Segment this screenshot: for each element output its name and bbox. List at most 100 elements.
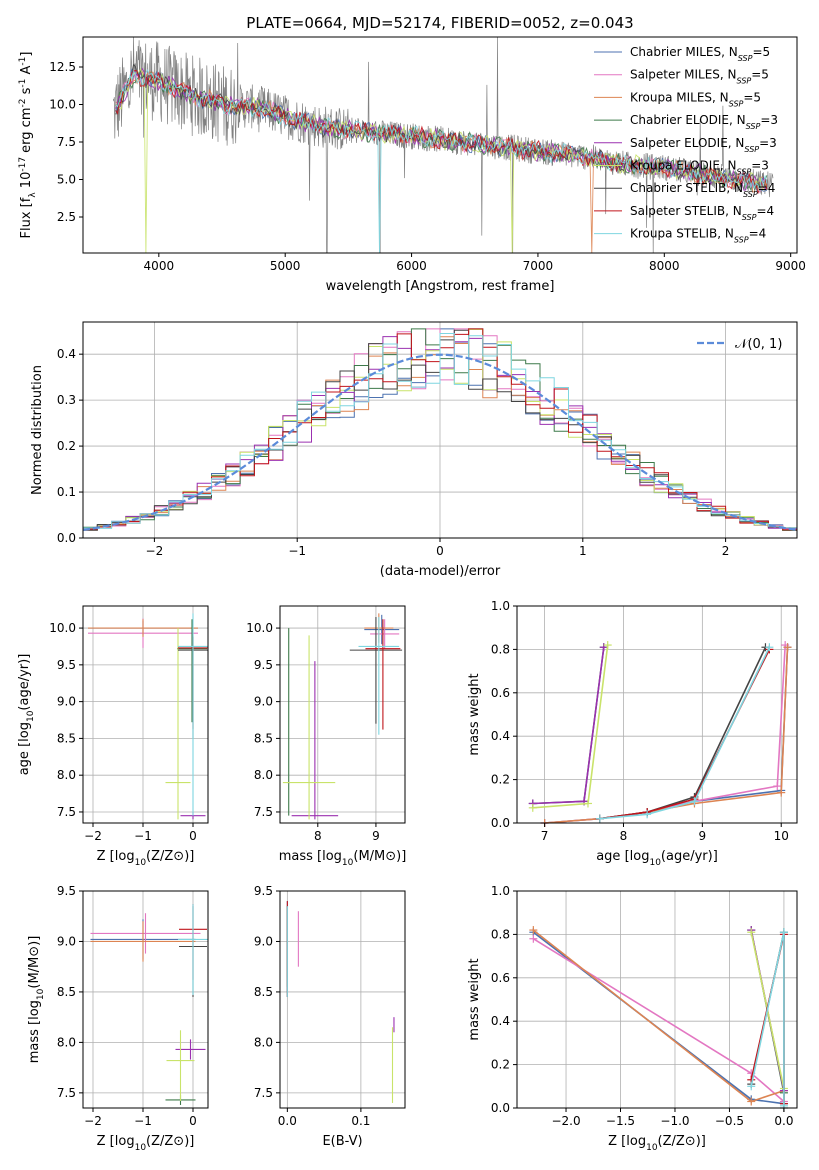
y-tick-label: 0.1 — [57, 485, 76, 499]
label-part: log — [630, 849, 650, 864]
label-part: (age/yr)] — [661, 849, 718, 864]
x-axis-label: mass [log10(M/M⊙)] — [279, 849, 407, 868]
y-tick-label: 0.0 — [491, 816, 510, 830]
legend-text: Chabrier MILES, N — [630, 45, 738, 59]
legend-text: Salpeter ELODIE, N — [630, 136, 744, 150]
mass-weight-line — [532, 647, 605, 805]
legend-subscript: SSP — [729, 99, 744, 108]
y-tick-label: 8.0 — [254, 1035, 273, 1049]
x-tick-label: 9000 — [775, 259, 806, 273]
y-axis-label: Flux [fλ 10-17 erg cm-2 s-1 A-1] — [18, 52, 38, 239]
y-tick-label: 10.0 — [49, 621, 76, 635]
y-tick-label: 0.6 — [491, 686, 510, 700]
legend-label: Chabrier ELODIE, NSSP=3 — [630, 113, 778, 131]
legend-suffix: =4 — [756, 204, 774, 218]
label-part: mass [ — [279, 849, 322, 864]
y-tick-label: 9.5 — [57, 884, 76, 898]
legend-text: Kroupa STELIB, N — [630, 227, 734, 241]
x-tick-label: 0 — [189, 829, 197, 843]
label-part: log — [17, 722, 32, 742]
y-tick-label: 8.0 — [57, 1035, 76, 1049]
y-tick-label: 7.5 — [254, 805, 273, 819]
label-part: 10 — [342, 858, 354, 868]
x-tick-label: 4000 — [144, 259, 175, 273]
y-axis-label: Normed distribution — [30, 365, 45, 495]
label-part: (Z/Z⊙)] — [658, 1134, 706, 1149]
label-part: mass [ — [27, 1020, 42, 1063]
legend-suffix: =3 — [751, 159, 769, 173]
label-part: (data-model)/error — [380, 564, 501, 579]
y-axis-label: mass [log10(M/M⊙)] — [27, 936, 46, 1064]
label-part: -17 — [18, 157, 28, 172]
label-part: log — [27, 1000, 42, 1020]
axes-frame — [279, 890, 406, 1109]
y-tick-label: 8.5 — [254, 731, 273, 745]
legend-suffix: =5 — [752, 45, 770, 59]
label-part: 10 — [26, 710, 36, 722]
label-part: erg cm — [19, 107, 34, 156]
legend-text: Kroupa MILES, N — [630, 90, 729, 104]
label-part: log — [626, 1134, 646, 1149]
legend-subscript: SSP — [744, 144, 759, 153]
legend-subscript: SSP — [737, 76, 752, 85]
legend-suffix: =4 — [749, 227, 767, 241]
x-tick-label: −0.5 — [715, 1114, 744, 1128]
x-tick-label: 7000 — [523, 259, 554, 273]
x-tick-label: −1.5 — [606, 1114, 635, 1128]
legend-text: Chabrier STELIB, N — [630, 181, 743, 195]
x-tick-label: 0.0 — [774, 1114, 793, 1128]
y-tick-label: 0.8 — [491, 927, 510, 941]
label-part: 10 — [36, 988, 46, 1000]
mass-weight-line — [532, 931, 785, 1105]
legend-text: Salpeter STELIB, N — [630, 204, 742, 218]
legend-label: Salpeter MILES, NSSP=5 — [630, 68, 769, 86]
axes-layer: 4000 5000 6000 7000 8000 90002.55.07.510.012.… — [17, 36, 806, 1153]
y-tick-label: 0.8 — [491, 642, 510, 656]
x-tick-label: 0.0 — [278, 1114, 297, 1128]
label-part: Normed distribution — [30, 365, 45, 495]
legend-subscript: SSP — [738, 54, 753, 63]
x-tick-label: 8000 — [649, 259, 680, 273]
axes-frame — [279, 605, 406, 824]
y-tick-label: 1.0 — [491, 884, 510, 898]
x-axis-label: Z [log10(Z/Z⊙)] — [608, 1134, 706, 1153]
x-axis-label: Z [log10(Z/Z⊙)] — [97, 1134, 195, 1153]
y-tick-label: 0.2 — [491, 773, 510, 787]
y-tick-label: 8.5 — [254, 985, 273, 999]
y-tick-label: 2.5 — [57, 210, 76, 224]
label-part: Z [ — [608, 1134, 626, 1149]
x-tick-label: 9 — [372, 829, 380, 843]
x-tick-label: −1.0 — [660, 1114, 689, 1128]
mass-weight-line — [599, 646, 771, 820]
label-part: (age/yr)] — [17, 654, 32, 711]
label-part: 10 — [135, 1143, 147, 1153]
normal-distribution-curve — [82, 353, 798, 531]
y-tick-label: 0.0 — [57, 531, 76, 545]
data-layer — [82, 37, 798, 1112]
residual-histogram — [83, 333, 797, 529]
legend-text: Kroupa ELODIE, N — [630, 159, 737, 173]
label-part: log — [322, 849, 342, 864]
label-part: A — [19, 65, 34, 78]
x-tick-label: −2 — [146, 544, 164, 558]
axes-frame — [82, 36, 798, 254]
legend-subscript: SSP — [742, 212, 757, 221]
label-part: -2 — [18, 99, 28, 108]
axes-frame — [516, 890, 798, 1109]
y-tick-label: 7.5 — [254, 1086, 273, 1100]
legend-suffix: =3 — [760, 113, 778, 127]
legend-label: Chabrier STELIB, NSSP=4 — [630, 181, 775, 199]
label-part: -1 — [18, 57, 28, 66]
x-axis-label: (data-model)/error — [380, 564, 501, 579]
y-tick-label: 7.5 — [57, 805, 76, 819]
x-tick-label: 8 — [314, 829, 322, 843]
x-tick-label: −1 — [134, 1114, 152, 1128]
legend-label: Chabrier MILES, NSSP=5 — [630, 45, 770, 63]
legend-label: Kroupa ELODIE, NSSP=3 — [630, 159, 769, 177]
x-tick-label: 5000 — [270, 259, 301, 273]
y-tick-label: 0.3 — [57, 393, 76, 407]
label-part: mass weight — [467, 958, 482, 1040]
y-tick-label: 0.4 — [491, 1014, 510, 1028]
x-tick-label: 9 — [699, 829, 707, 843]
